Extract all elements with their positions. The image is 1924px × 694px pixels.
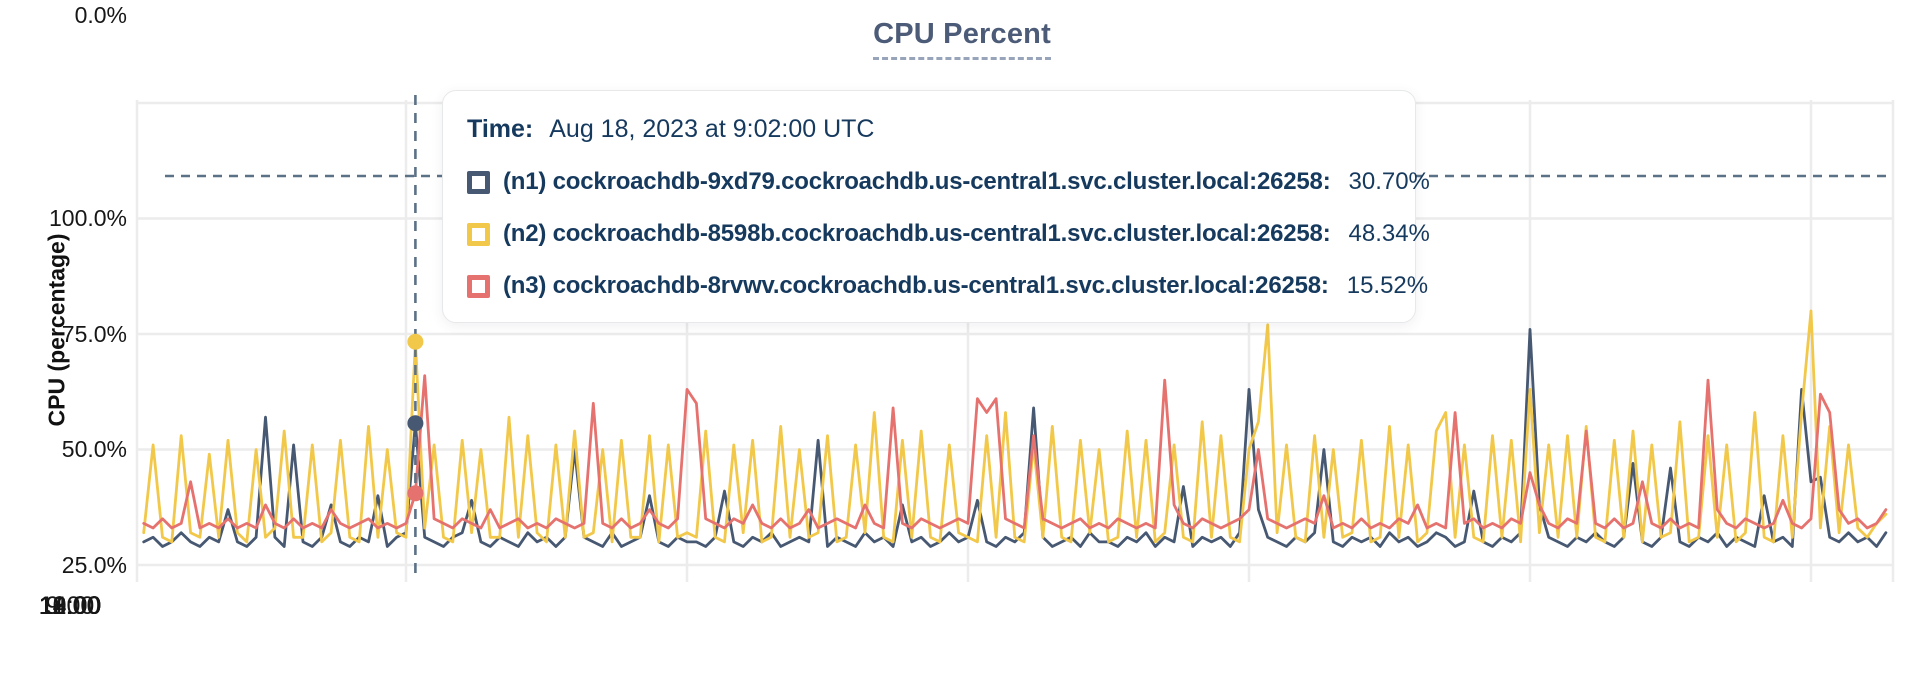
series-value: 15.52%	[1346, 272, 1429, 299]
y-tick-label: 100.0%	[48, 205, 127, 231]
x-tick-label: 10:00	[38, 592, 102, 620]
x-tick-label: 13:00	[38, 592, 102, 620]
x-tick-label: 11:00	[39, 592, 101, 620]
x-tick-label: 9:00	[45, 592, 95, 620]
tooltip-series-row-n1: (n1) cockroachdb-9xd79.cockroachdb.us-ce…	[467, 168, 1430, 196]
y-tick-label: 50.0%	[61, 436, 127, 462]
x-tick-label: 14:00	[38, 592, 102, 620]
series-value: 30.70%	[1348, 168, 1430, 195]
series-value: 48.34%	[1348, 220, 1430, 247]
series-label: (n2) cockroachdb-8598b.cockroachdb.us-ce…	[503, 220, 1331, 247]
tooltip-series-row-n3: (n3) cockroachdb-8rvwv.cockroachdb.us-ce…	[467, 272, 1428, 300]
chart-header: CPU Percent	[0, 18, 1924, 60]
y-tick-label: 0.0%	[74, 2, 127, 28]
x-tick-label: 12:00	[38, 592, 102, 620]
tooltip-time-value: Aug 18, 2023 at 9:02:00 UTC	[549, 115, 875, 143]
tooltip-series-row-n2: (n2) cockroachdb-8598b.cockroachdb.us-ce…	[467, 220, 1430, 248]
series-swatch-n3-icon	[467, 274, 490, 298]
series-label: (n3) cockroachdb-8rvwv.cockroachdb.us-ce…	[503, 272, 1329, 299]
series-swatch-n1-icon	[467, 170, 490, 194]
y-tick-label: 75.0%	[61, 321, 127, 347]
series-label: (n1) cockroachdb-9xd79.cockroachdb.us-ce…	[503, 168, 1331, 195]
y-axis-title: CPU (percentage)	[43, 233, 70, 427]
chart-title[interactable]: CPU Percent	[873, 18, 1051, 60]
tooltip-time-row: Time: Aug 18, 2023 at 9:02:00 UTC	[467, 115, 1387, 144]
tooltip-time-label: Time:	[467, 115, 534, 143]
y-tick-label: 25.0%	[61, 552, 127, 578]
series-swatch-n2-icon	[467, 222, 490, 246]
chart-tooltip: Time: Aug 18, 2023 at 9:02:00 UTC (n1) c…	[442, 90, 1430, 323]
